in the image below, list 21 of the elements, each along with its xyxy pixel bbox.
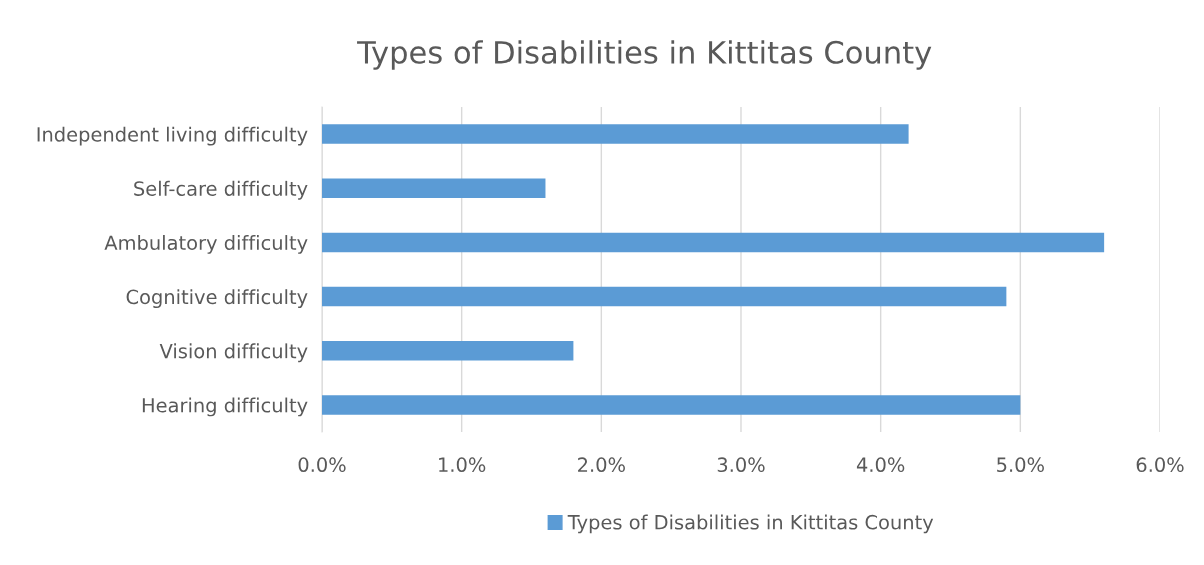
- bar: [322, 232, 1105, 253]
- x-tick-label: 0.0%: [298, 457, 346, 473]
- x-tick-label: 6.0%: [1136, 457, 1184, 473]
- bar: [322, 124, 909, 144]
- bar: [322, 286, 1007, 307]
- x-tick-label: 4.0%: [856, 457, 905, 473]
- y-tick-label: Cognitive difficulty: [126, 289, 308, 309]
- x-tick-label: 1.0%: [439, 457, 486, 473]
- y-tick-label: Ambulatory difficulty: [104, 235, 308, 254]
- bar: [322, 341, 574, 361]
- legend-label: Types of Disabilities in Kittitas County: [567, 514, 934, 534]
- x-tick-label: 5.0%: [997, 457, 1044, 473]
- y-tick-label: Independent living difficulty: [37, 126, 308, 146]
- bar: [322, 178, 546, 198]
- bar: [322, 395, 1021, 415]
- x-tick-label: 3.0%: [717, 457, 765, 473]
- chart-title: Types of Disabilities in Kittitas County: [357, 40, 932, 70]
- y-tick-label: Vision difficulty: [159, 343, 308, 363]
- y-tick-label: Hearing difficulty: [142, 397, 308, 417]
- x-tick-label: 2.0%: [578, 457, 625, 473]
- y-tick-label: Self-care difficulty: [134, 180, 308, 200]
